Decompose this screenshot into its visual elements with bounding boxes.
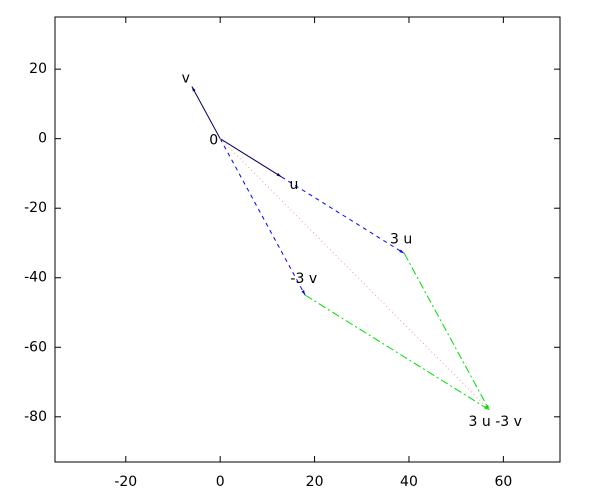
vector: [403, 253, 490, 411]
x-tick-label: 0: [216, 474, 225, 490]
x-tick-label: 40: [400, 474, 418, 490]
vector: [191, 86, 221, 139]
x-tick-label: 60: [494, 474, 512, 490]
point-label: -3 v: [290, 271, 317, 287]
vector: [219, 138, 282, 178]
vector: [219, 138, 306, 296]
y-tick-label: 0: [38, 131, 47, 147]
y-tick-label: 20: [29, 61, 47, 77]
y-tick-label: -40: [24, 270, 47, 286]
vector: [304, 294, 490, 411]
point-label: u: [290, 177, 299, 193]
point-label: v: [182, 71, 190, 87]
x-tick-label: 20: [306, 474, 324, 490]
vector: [281, 176, 405, 254]
vector: [219, 138, 490, 411]
x-tick-label: -20: [114, 474, 137, 490]
point-label: 3 u -3 v: [469, 414, 522, 430]
y-tick-label: -20: [24, 200, 47, 216]
point-label: 3 u: [390, 231, 412, 247]
y-tick-label: -80: [24, 409, 47, 425]
point-label: 0: [209, 133, 218, 149]
y-tick-label: -60: [24, 339, 47, 355]
plot-frame: [54, 16, 561, 463]
